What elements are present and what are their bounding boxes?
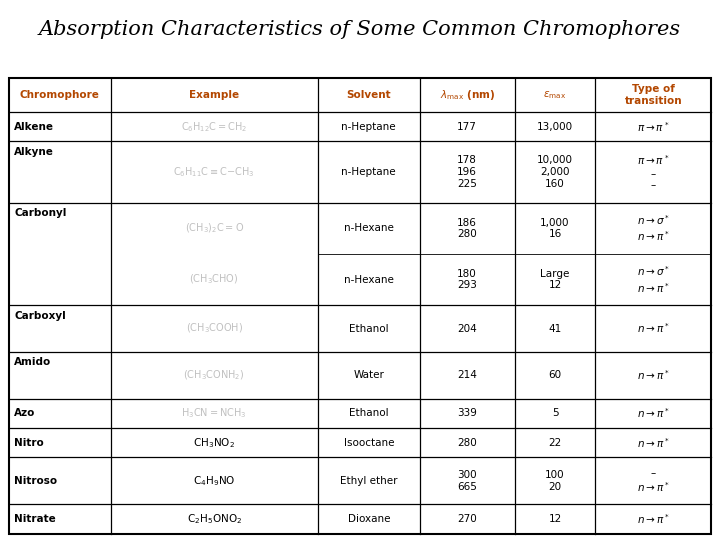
Text: $\mathrm{C_4H_9NO}$: $\mathrm{C_4H_9NO}$ bbox=[193, 474, 235, 488]
Text: $\pi{\rightarrow}\pi^*$
–
–: $\pi{\rightarrow}\pi^*$ – – bbox=[637, 153, 670, 191]
Text: Large
12: Large 12 bbox=[540, 269, 570, 291]
Text: 178
196
225: 178 196 225 bbox=[457, 156, 477, 188]
Text: 204: 204 bbox=[457, 323, 477, 334]
Text: $\mathrm{C_2H_5ONO_2}$: $\mathrm{C_2H_5ONO_2}$ bbox=[186, 512, 242, 526]
Text: $\mathrm{CH_3NO_2}$: $\mathrm{CH_3NO_2}$ bbox=[193, 436, 235, 450]
Text: $\mathrm{(CH_3CHO)}$: $\mathrm{(CH_3CHO)}$ bbox=[189, 273, 239, 286]
Text: $n{\rightarrow}\pi^*$: $n{\rightarrow}\pi^*$ bbox=[637, 436, 670, 450]
Text: Alkene: Alkene bbox=[14, 122, 55, 132]
Text: $\mathrm{C_6H_{11}C{\equiv}C{-}CH_3}$: $\mathrm{C_6H_{11}C{\equiv}C{-}CH_3}$ bbox=[174, 165, 255, 179]
Text: $\pi{\rightarrow}\pi^*$: $\pi{\rightarrow}\pi^*$ bbox=[637, 120, 670, 133]
Text: $n{\rightarrow}\sigma^*$
$n{\rightarrow}\pi^*$: $n{\rightarrow}\sigma^*$ $n{\rightarrow}… bbox=[636, 213, 670, 244]
Text: 5: 5 bbox=[552, 408, 558, 418]
Text: Carboxyl: Carboxyl bbox=[14, 310, 66, 321]
Text: $\varepsilon_\mathrm{max}$: $\varepsilon_\mathrm{max}$ bbox=[544, 89, 567, 101]
Text: Ethyl ether: Ethyl ether bbox=[340, 476, 397, 486]
Text: n-Heptane: n-Heptane bbox=[341, 167, 396, 177]
Text: n-Hexane: n-Hexane bbox=[344, 224, 394, 233]
Text: Carbonyl: Carbonyl bbox=[14, 208, 67, 218]
Text: n-Heptane: n-Heptane bbox=[341, 122, 396, 132]
Text: 339: 339 bbox=[457, 408, 477, 418]
Text: Nitrate: Nitrate bbox=[14, 514, 56, 524]
Text: 100
20: 100 20 bbox=[545, 470, 564, 491]
Text: 10,000
2,000
160: 10,000 2,000 160 bbox=[537, 156, 573, 188]
Text: Dioxane: Dioxane bbox=[348, 514, 390, 524]
Text: $\lambda_\mathrm{max}$ (nm): $\lambda_\mathrm{max}$ (nm) bbox=[440, 88, 495, 102]
Text: 13,000: 13,000 bbox=[537, 122, 573, 132]
Text: Amido: Amido bbox=[14, 357, 52, 367]
Text: Water: Water bbox=[354, 370, 384, 381]
Text: 1,000
16: 1,000 16 bbox=[540, 218, 570, 239]
Text: $\mathrm{C_6H_{12}C{=}CH_2}$: $\mathrm{C_6H_{12}C{=}CH_2}$ bbox=[181, 120, 248, 133]
Text: Azo: Azo bbox=[14, 408, 36, 418]
Text: 60: 60 bbox=[549, 370, 562, 381]
Text: 12: 12 bbox=[549, 514, 562, 524]
Text: $\mathrm{(CH_3COOH)}$: $\mathrm{(CH_3COOH)}$ bbox=[186, 322, 243, 335]
Text: Nitroso: Nitroso bbox=[14, 476, 58, 486]
Text: Type of
transition: Type of transition bbox=[624, 84, 682, 106]
Text: $\mathrm{(CH_3CONH_2)}$: $\mathrm{(CH_3CONH_2)}$ bbox=[184, 369, 245, 382]
Text: $n{\rightarrow}\pi^*$: $n{\rightarrow}\pi^*$ bbox=[637, 512, 670, 526]
Text: Ethanol: Ethanol bbox=[349, 323, 389, 334]
Bar bbox=[9, 78, 711, 534]
Text: $n{\rightarrow}\pi^*$: $n{\rightarrow}\pi^*$ bbox=[637, 407, 670, 421]
Text: $n{\rightarrow}\pi^*$: $n{\rightarrow}\pi^*$ bbox=[637, 322, 670, 335]
Text: $n{\rightarrow}\sigma^*$
$n{\rightarrow}\pi^*$: $n{\rightarrow}\sigma^*$ $n{\rightarrow}… bbox=[636, 265, 670, 294]
Text: 214: 214 bbox=[457, 370, 477, 381]
Text: $\mathrm{(CH_3)_2C{=}O}$: $\mathrm{(CH_3)_2C{=}O}$ bbox=[184, 221, 244, 235]
Text: Alkyne: Alkyne bbox=[14, 147, 54, 157]
Text: Absorption Characteristics of Some Common Chromophores: Absorption Characteristics of Some Commo… bbox=[39, 20, 681, 39]
Text: Solvent: Solvent bbox=[346, 90, 391, 100]
Text: 280: 280 bbox=[457, 438, 477, 448]
Text: –
$n{\rightarrow}\pi^*$: – $n{\rightarrow}\pi^*$ bbox=[637, 468, 670, 494]
Text: 300
665: 300 665 bbox=[457, 470, 477, 491]
Text: 186
280: 186 280 bbox=[457, 218, 477, 239]
Text: 41: 41 bbox=[549, 323, 562, 334]
Text: Ethanol: Ethanol bbox=[349, 408, 389, 418]
Text: 270: 270 bbox=[457, 514, 477, 524]
Text: $n{\rightarrow}\pi^*$: $n{\rightarrow}\pi^*$ bbox=[637, 368, 670, 382]
Text: 180
293: 180 293 bbox=[457, 269, 477, 291]
Text: Chromophore: Chromophore bbox=[19, 90, 99, 100]
Text: 22: 22 bbox=[549, 438, 562, 448]
Text: Nitro: Nitro bbox=[14, 438, 44, 448]
Text: n-Hexane: n-Hexane bbox=[344, 274, 394, 285]
Text: 177: 177 bbox=[457, 122, 477, 132]
Text: Isooctane: Isooctane bbox=[343, 438, 394, 448]
Text: $\mathrm{H_3CN{=}NCH_3}$: $\mathrm{H_3CN{=}NCH_3}$ bbox=[181, 407, 247, 421]
Text: Example: Example bbox=[189, 90, 239, 100]
